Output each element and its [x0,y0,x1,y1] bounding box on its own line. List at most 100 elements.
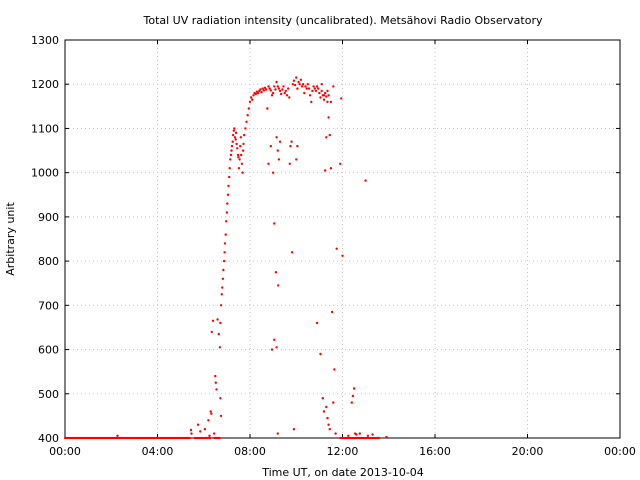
x-tick-label: 04:00 [142,445,174,458]
data-point [268,87,271,90]
data-point [275,80,278,84]
y-tick-label: 1200 [31,78,59,91]
data-point [216,318,219,321]
data-point [267,85,270,88]
data-point [270,94,274,97]
data-point [355,433,358,436]
data-point [234,131,238,135]
data-point [310,100,313,104]
data-point [312,85,315,88]
data-point [308,94,312,97]
data-point [221,286,224,289]
x-tick-label: 20:00 [512,445,544,458]
data-point [319,96,322,99]
x-tick-label: 16:00 [419,445,451,458]
data-point [324,91,327,95]
data-point [371,433,374,436]
data-point [276,85,279,88]
data-point [244,127,247,130]
data-point [325,95,328,98]
data-point [278,89,282,93]
data-point [273,222,276,225]
data-point [385,435,388,439]
data-point [269,89,272,92]
data-point [267,162,270,165]
data-point [377,436,381,440]
data-point [266,107,269,110]
data-point [209,436,212,440]
data-point [196,423,200,426]
data-point [227,184,230,188]
data-point [225,220,228,223]
data-point [317,87,320,90]
data-point [315,85,319,88]
data-point [218,346,222,349]
data-point [261,87,264,90]
data-point [327,94,330,97]
data-point [311,89,314,93]
data-point [219,321,222,325]
data-point [288,96,291,99]
data-point [295,158,298,161]
data-point [236,147,239,150]
data-point [350,401,353,404]
data-point [292,428,296,431]
data-point [277,158,281,161]
data-point [214,381,217,384]
data-point [318,91,321,95]
data-point [347,434,350,437]
data-point [232,129,235,132]
data-point [276,149,279,152]
data-point [329,167,333,170]
data-point [291,83,294,86]
data-point [270,348,274,351]
data-point [242,142,245,146]
data-point [283,91,286,95]
data-point [230,144,234,148]
data-point [209,410,212,413]
data-point [327,423,330,426]
data-point [302,83,305,86]
data-point [207,419,210,422]
data-point [225,211,229,214]
data-point [287,87,290,90]
data-point [364,179,367,182]
data-point [275,346,278,349]
data-point [222,259,226,263]
ticks: 400 500 600 700 800 900 1000 1100 1200 1300 00:00 0… [31,34,636,458]
data-point [277,284,280,287]
data-point [321,397,324,400]
data-point [322,410,326,413]
data-point [290,251,294,254]
data-point [199,430,202,433]
data-point [328,133,331,137]
y-tick-label: 900 [38,211,59,224]
data-point [271,91,275,95]
y-tick-label: 1300 [31,34,59,47]
data-point [203,428,207,431]
data-point [324,169,327,172]
data-point [229,158,232,161]
data-point [252,94,255,97]
data-point [250,96,253,99]
data-point [222,268,225,272]
x-tick-label: 00:00 [604,445,636,458]
grid [65,40,620,438]
data-point [352,387,356,390]
data-point [233,136,237,139]
data-point [235,142,238,146]
data-point [288,162,291,165]
y-tick-label: 400 [38,432,59,445]
data-point [329,100,333,104]
data-point [297,80,300,84]
data-point [296,87,299,90]
data-point [208,434,211,437]
data-point [314,89,318,93]
x-tick-label: 00:00 [49,445,81,458]
data-point [231,133,235,137]
data-point [237,167,241,170]
data-point [339,162,342,165]
data-point [259,88,262,91]
data-point [269,144,272,148]
data-point [224,233,227,236]
